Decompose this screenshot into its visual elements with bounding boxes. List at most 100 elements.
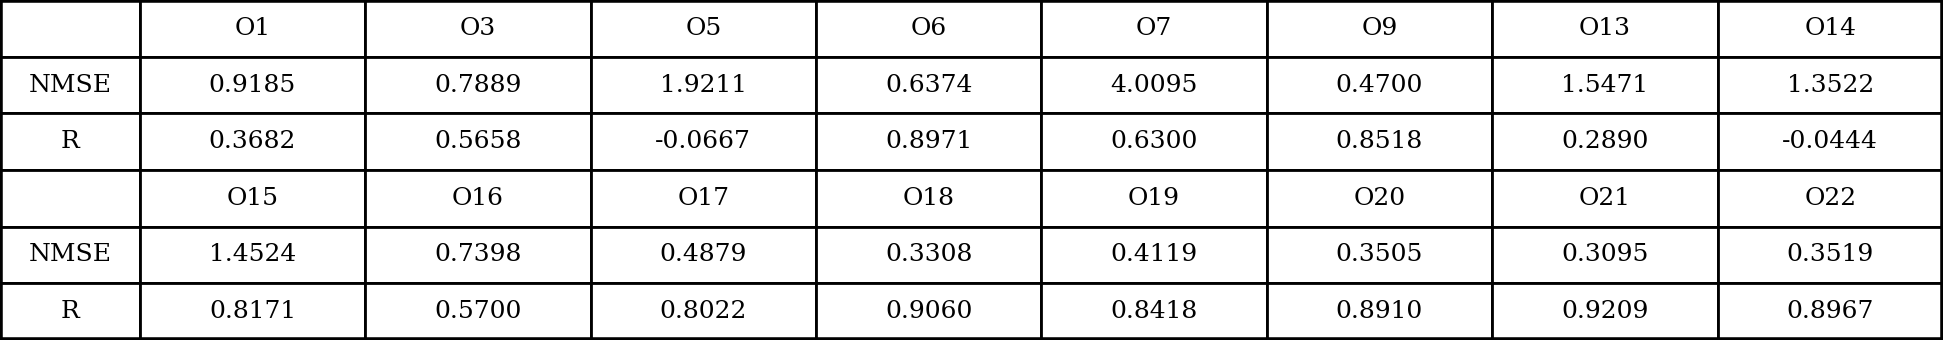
Text: 0.7398: 0.7398 (433, 243, 521, 267)
Bar (816, 227, 1041, 283)
Bar (365, 227, 591, 283)
Text: 0.8971: 0.8971 (886, 130, 972, 153)
Text: 0.3505: 0.3505 (1335, 243, 1422, 267)
Text: 0.9185: 0.9185 (208, 73, 295, 97)
Bar (0, 57, 140, 113)
Text: O7: O7 (1137, 17, 1172, 40)
Text: O3: O3 (460, 17, 495, 40)
Bar (365, 283, 591, 340)
Bar (140, 227, 365, 283)
Bar (1718, 170, 1943, 227)
Text: O17: O17 (678, 187, 729, 210)
Text: 0.4119: 0.4119 (1111, 243, 1197, 267)
Bar (0, 113, 140, 170)
Text: O14: O14 (1805, 17, 1856, 40)
Text: 0.8171: 0.8171 (210, 300, 295, 323)
Text: O19: O19 (1129, 187, 1179, 210)
Text: O5: O5 (686, 17, 721, 40)
Text: 0.4879: 0.4879 (659, 243, 746, 267)
Text: O22: O22 (1805, 187, 1856, 210)
Bar (365, 57, 591, 113)
Bar (591, 57, 816, 113)
Bar (365, 170, 591, 227)
Text: -0.0667: -0.0667 (655, 130, 752, 153)
Bar (1041, 283, 1267, 340)
Bar (1041, 170, 1267, 227)
Bar (1041, 227, 1267, 283)
Bar (1492, 283, 1718, 340)
Bar (591, 0, 816, 57)
Bar (591, 227, 816, 283)
Text: 4.0095: 4.0095 (1109, 73, 1197, 97)
Bar (1267, 227, 1492, 283)
Text: 0.9060: 0.9060 (884, 300, 972, 323)
Bar (140, 0, 365, 57)
Text: O21: O21 (1580, 187, 1630, 210)
Text: O6: O6 (911, 17, 946, 40)
Text: O20: O20 (1354, 187, 1405, 210)
Text: 0.3308: 0.3308 (884, 243, 972, 267)
Bar (1267, 113, 1492, 170)
Text: 0.6300: 0.6300 (1109, 130, 1197, 153)
Text: 0.7889: 0.7889 (433, 73, 521, 97)
Bar (1041, 0, 1267, 57)
Bar (1492, 57, 1718, 113)
Bar (365, 0, 591, 57)
Text: 1.3522: 1.3522 (1788, 73, 1873, 97)
Bar (1718, 57, 1943, 113)
Text: R: R (60, 300, 80, 323)
Bar (0, 170, 140, 227)
Bar (140, 113, 365, 170)
Text: 1.5471: 1.5471 (1562, 73, 1648, 97)
Bar (816, 57, 1041, 113)
Text: 0.4700: 0.4700 (1335, 73, 1422, 97)
Text: R: R (60, 130, 80, 153)
Text: O13: O13 (1580, 17, 1630, 40)
Text: 0.8518: 0.8518 (1337, 130, 1422, 153)
Bar (1041, 57, 1267, 113)
Bar (1718, 0, 1943, 57)
Text: NMSE: NMSE (29, 73, 111, 97)
Bar (1267, 0, 1492, 57)
Bar (365, 113, 591, 170)
Text: 0.5658: 0.5658 (433, 130, 521, 153)
Bar (816, 283, 1041, 340)
Text: 0.2890: 0.2890 (1562, 130, 1648, 153)
Text: O18: O18 (903, 187, 954, 210)
Text: 0.9209: 0.9209 (1562, 300, 1648, 323)
Text: O15: O15 (227, 187, 278, 210)
Text: NMSE: NMSE (29, 243, 111, 267)
Text: 0.6374: 0.6374 (884, 73, 972, 97)
Bar (1492, 227, 1718, 283)
Text: 1.4524: 1.4524 (208, 243, 295, 267)
Bar (0, 227, 140, 283)
Bar (1267, 57, 1492, 113)
Text: -0.0444: -0.0444 (1782, 130, 1879, 153)
Bar (1041, 113, 1267, 170)
Bar (591, 170, 816, 227)
Bar (591, 113, 816, 170)
Text: 0.8910: 0.8910 (1337, 300, 1422, 323)
Bar (140, 170, 365, 227)
Text: 0.8967: 0.8967 (1788, 300, 1873, 323)
Text: O16: O16 (453, 187, 503, 210)
Text: O1: O1 (235, 17, 270, 40)
Bar (816, 0, 1041, 57)
Bar (1492, 113, 1718, 170)
Bar (1267, 283, 1492, 340)
Bar (816, 170, 1041, 227)
Text: O9: O9 (1362, 17, 1397, 40)
Text: 0.3095: 0.3095 (1562, 243, 1648, 267)
Text: 0.8022: 0.8022 (659, 300, 746, 323)
Bar (1718, 113, 1943, 170)
Bar (0, 0, 140, 57)
Text: 1.9211: 1.9211 (661, 73, 746, 97)
Bar (1718, 227, 1943, 283)
Text: 0.8418: 0.8418 (1111, 300, 1197, 323)
Bar (140, 283, 365, 340)
Bar (0, 283, 140, 340)
Bar (140, 57, 365, 113)
Bar (1492, 170, 1718, 227)
Bar (591, 283, 816, 340)
Bar (1718, 283, 1943, 340)
